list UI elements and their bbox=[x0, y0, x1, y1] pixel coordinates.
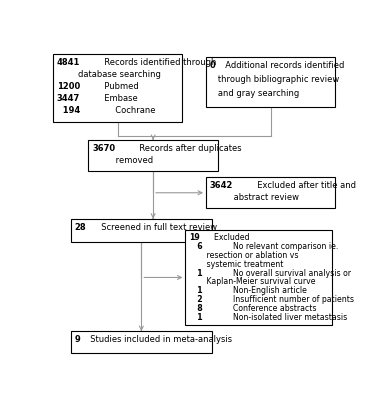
Text: 1: 1 bbox=[189, 313, 202, 322]
Text: Pubmed: Pubmed bbox=[99, 82, 139, 91]
Text: 28: 28 bbox=[74, 223, 86, 232]
Text: 1: 1 bbox=[189, 269, 202, 278]
Text: Screened in full text review: Screened in full text review bbox=[96, 223, 217, 232]
Text: 19: 19 bbox=[189, 234, 200, 242]
FancyBboxPatch shape bbox=[206, 57, 335, 106]
Text: Conference abstracts: Conference abstracts bbox=[229, 304, 317, 313]
Text: 194: 194 bbox=[57, 106, 80, 115]
Text: No overall survival analysis or: No overall survival analysis or bbox=[229, 269, 351, 278]
Text: and gray searching: and gray searching bbox=[210, 89, 299, 98]
FancyBboxPatch shape bbox=[88, 140, 218, 171]
Text: 3447: 3447 bbox=[57, 94, 80, 103]
Text: Records after duplicates: Records after duplicates bbox=[134, 144, 242, 153]
Text: Non-isolated liver metastasis: Non-isolated liver metastasis bbox=[229, 313, 348, 322]
Text: Cochrane: Cochrane bbox=[110, 106, 155, 115]
FancyBboxPatch shape bbox=[71, 331, 212, 353]
Text: 9: 9 bbox=[74, 335, 80, 344]
Text: Excluded after title and: Excluded after title and bbox=[252, 181, 356, 190]
Text: resection or ablation vs: resection or ablation vs bbox=[189, 251, 298, 260]
Text: Additional records identified: Additional records identified bbox=[220, 61, 345, 70]
Text: Records identified through: Records identified through bbox=[99, 58, 216, 67]
Text: Kaplan-Meier survival curve: Kaplan-Meier survival curve bbox=[189, 278, 315, 286]
Text: removed: removed bbox=[92, 156, 153, 165]
Text: 4841: 4841 bbox=[57, 58, 80, 67]
Text: through bibliographic review: through bibliographic review bbox=[210, 75, 339, 84]
Text: No relevant comparison ie.: No relevant comparison ie. bbox=[229, 242, 339, 251]
Text: 3670: 3670 bbox=[92, 144, 115, 153]
Text: 3642: 3642 bbox=[210, 181, 233, 190]
Text: Excluded: Excluded bbox=[209, 234, 249, 242]
Text: Insufficient number of patients: Insufficient number of patients bbox=[229, 295, 354, 304]
Text: 0: 0 bbox=[210, 61, 215, 70]
Text: 2: 2 bbox=[189, 295, 202, 304]
Text: 6: 6 bbox=[189, 242, 202, 251]
Text: Embase: Embase bbox=[99, 94, 138, 103]
Text: 8: 8 bbox=[189, 304, 203, 313]
Text: systemic treatment: systemic treatment bbox=[189, 260, 283, 269]
Text: 1200: 1200 bbox=[57, 82, 80, 91]
Text: Non-English article: Non-English article bbox=[229, 286, 307, 295]
Text: database searching: database searching bbox=[57, 70, 161, 79]
Text: 1: 1 bbox=[189, 286, 202, 295]
FancyBboxPatch shape bbox=[185, 230, 332, 325]
FancyBboxPatch shape bbox=[71, 219, 212, 242]
FancyBboxPatch shape bbox=[206, 177, 335, 208]
FancyBboxPatch shape bbox=[53, 54, 183, 122]
Text: Studies included in meta-analysis: Studies included in meta-analysis bbox=[85, 335, 232, 344]
Text: abstract review: abstract review bbox=[210, 193, 299, 202]
